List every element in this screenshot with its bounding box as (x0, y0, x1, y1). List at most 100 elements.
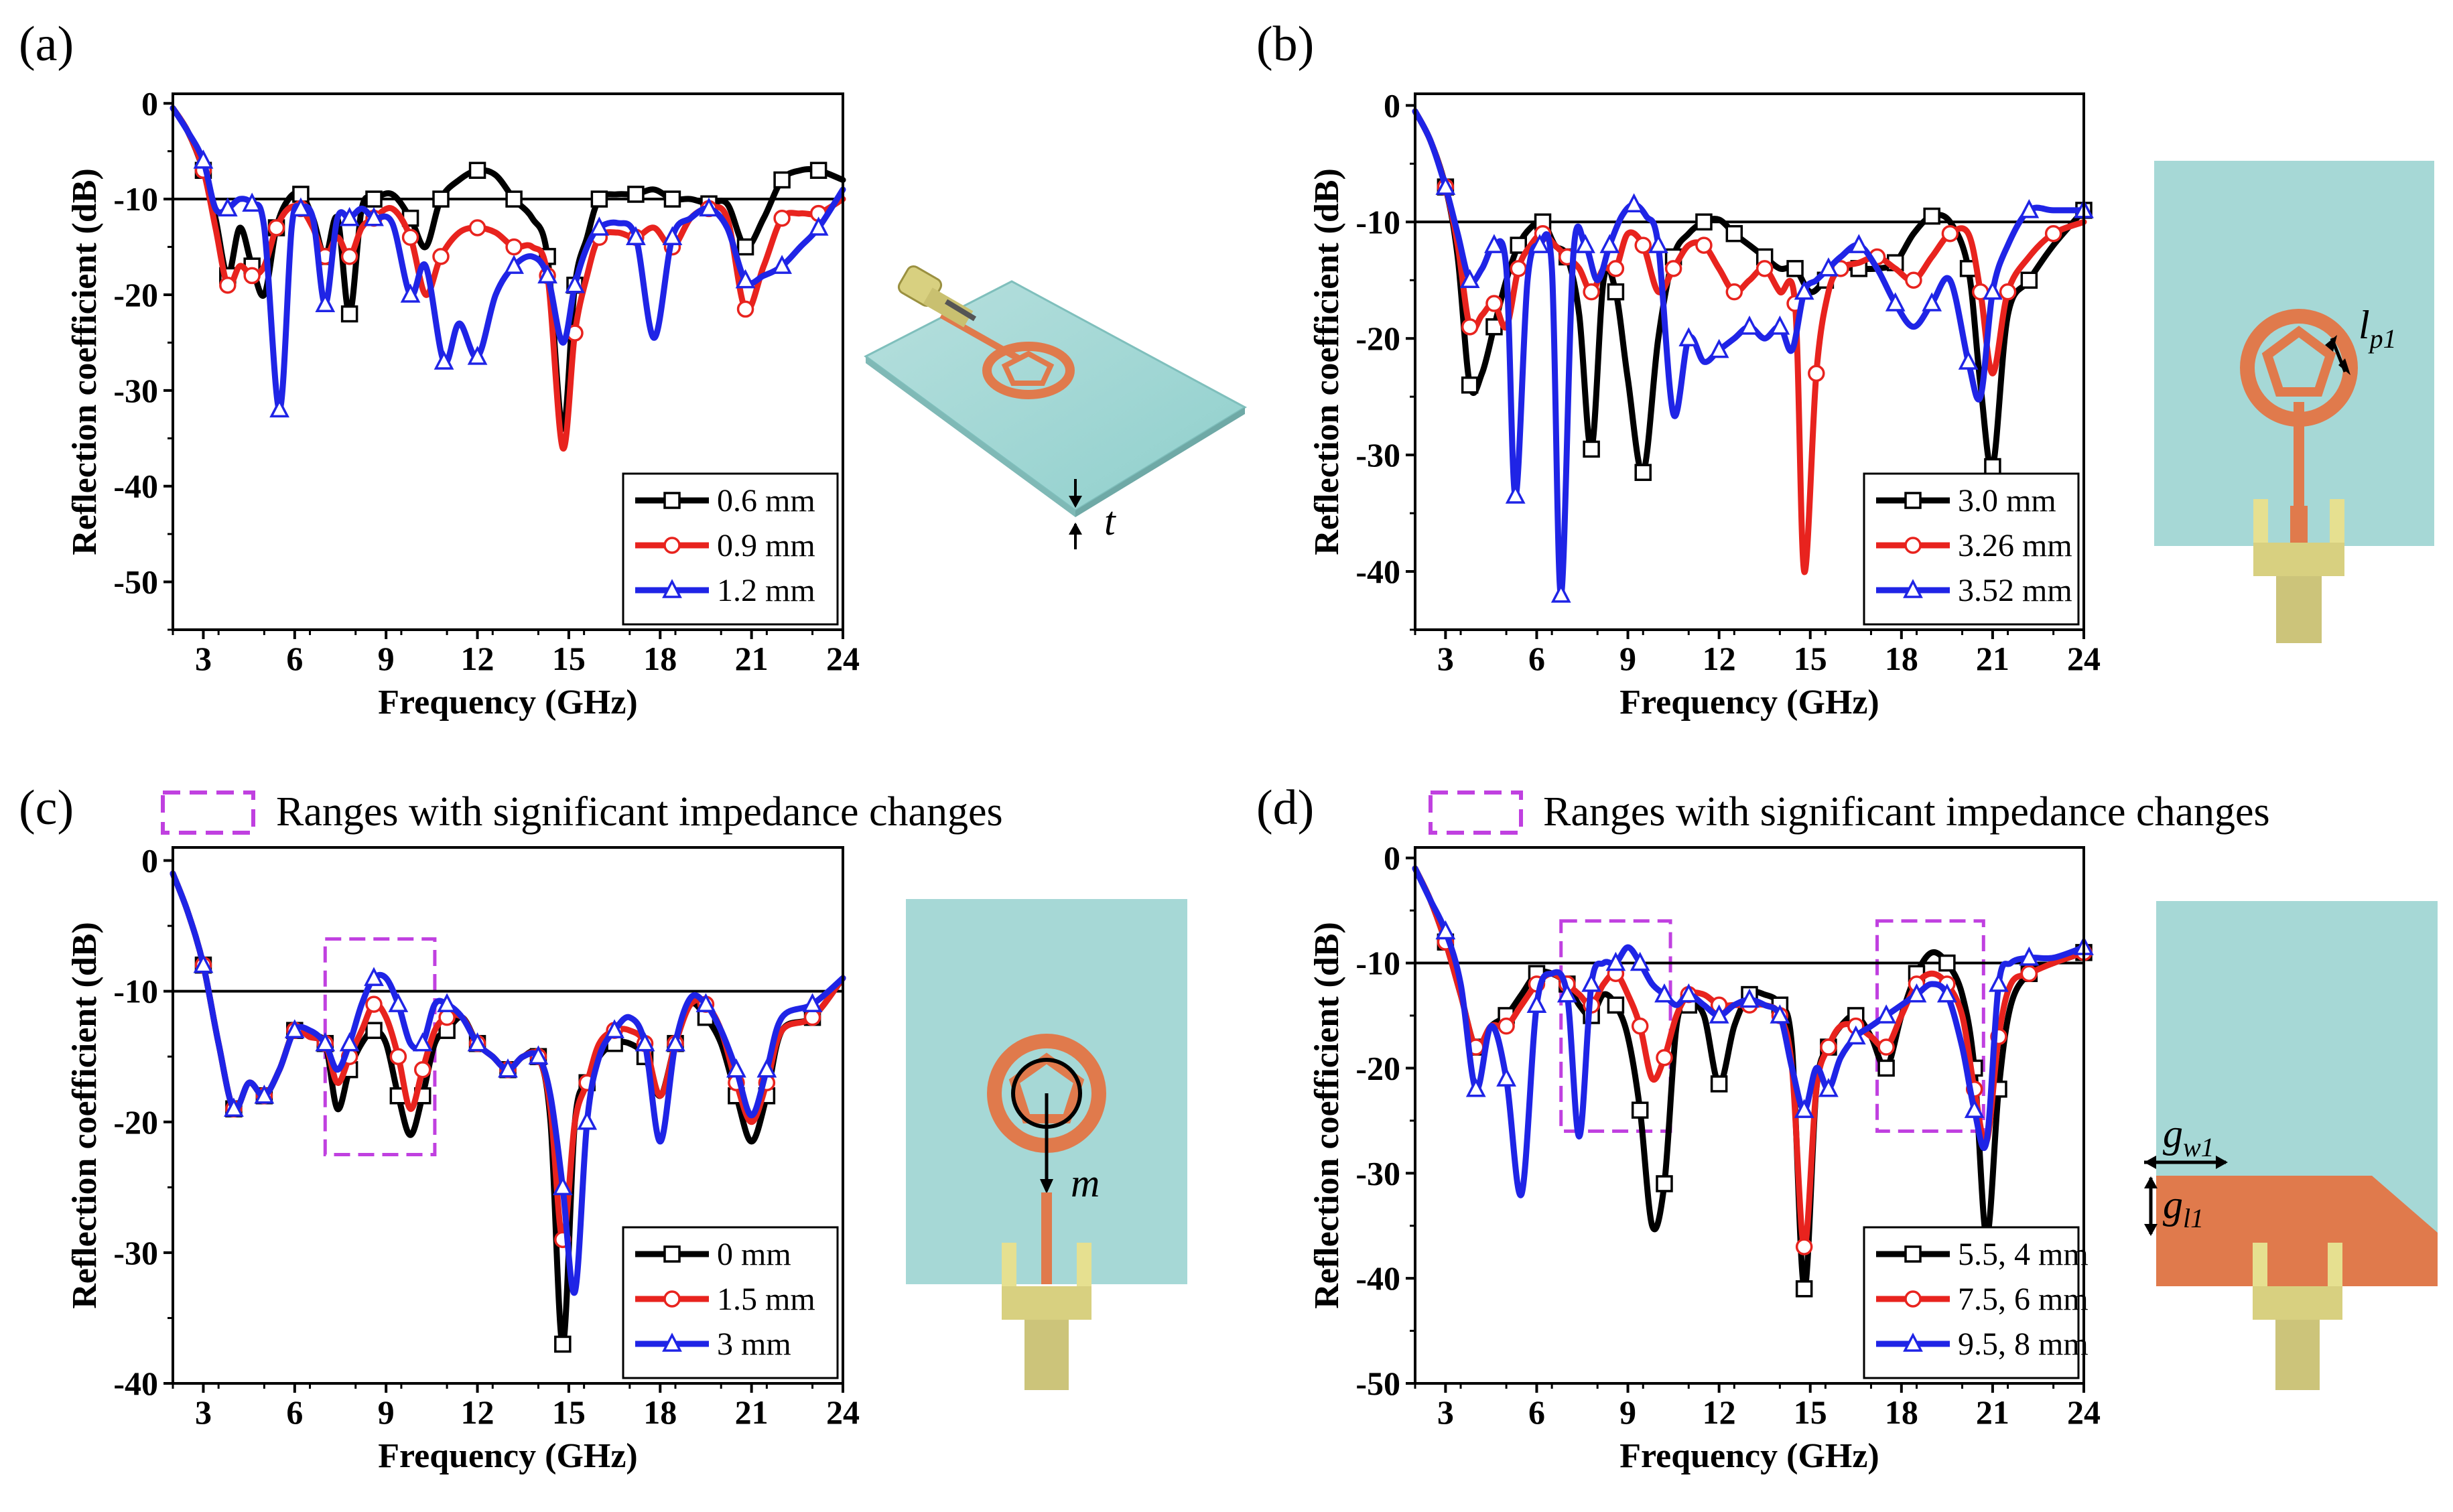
data-point (364, 206, 384, 226)
data-point (432, 190, 450, 208)
y-axis-title: Reflection coefficient (dB) (66, 922, 104, 1309)
data-point (1818, 257, 1839, 277)
data-point (565, 273, 585, 293)
y-tick-label: -30 (113, 1234, 158, 1272)
data-point (736, 300, 754, 318)
y-axis-title: Reflection coefficient (dB) (1308, 168, 1346, 555)
data-point (803, 1008, 821, 1026)
legend-label: 3 mm (717, 1326, 791, 1362)
x-tick-label: 12 (461, 1393, 494, 1431)
data-point (1631, 1017, 1649, 1035)
x-tick-label: 24 (2067, 640, 2101, 677)
data-point (1498, 1017, 1515, 1035)
antenna-front-inset-b: lp1 (2154, 161, 2434, 643)
data-point (1550, 583, 1571, 603)
data-point (267, 219, 285, 236)
data-point (627, 186, 645, 203)
data-point (1964, 1099, 1985, 1118)
x-tick-label: 15 (552, 1393, 586, 1431)
x-tick-label: 12 (1703, 1393, 1736, 1431)
data-point (1795, 1238, 1813, 1255)
data-point (1556, 983, 1577, 1003)
legend-marker (663, 537, 681, 554)
data-point (1941, 224, 1959, 243)
antenna-front-inset-c: m (906, 899, 1187, 1390)
legend-marker (663, 1245, 681, 1263)
ring-patch (982, 342, 1075, 399)
y-tick-label: 0 (141, 84, 158, 122)
lp1-label: lp1 (2359, 303, 2397, 354)
data-point (365, 995, 383, 1013)
data-point (802, 993, 823, 1012)
x-tick-label: 24 (826, 640, 860, 677)
data-point (432, 248, 450, 265)
data-point (1885, 292, 1906, 312)
y-tick-label: -40 (113, 468, 158, 505)
y-tick-label: -30 (113, 372, 158, 409)
y-tick-label: -20 (113, 276, 158, 314)
data-point (505, 238, 523, 256)
range-legend-c: Ranges with significant impedance change… (161, 789, 1003, 835)
data-point (1623, 193, 1644, 212)
chart-panel-b: 3 6 9 12 15 18 21 24 0 -10 -20 -30 -40 Frequency (GHz… (1308, 86, 2101, 721)
y-tick-label: -40 (1355, 553, 1400, 590)
y-tick-label: -20 (1355, 320, 1400, 357)
data-point (1739, 988, 1760, 1008)
data-point (243, 267, 261, 285)
data-point (1725, 224, 1743, 243)
data-point (1710, 1075, 1728, 1093)
panel-label-d: (d) (1256, 780, 1314, 835)
series-line-2 (170, 105, 846, 413)
data-point (388, 993, 409, 1012)
legend-marker (663, 492, 681, 509)
data-point (365, 190, 383, 208)
data-point (315, 1032, 336, 1052)
x-tick-label: 9 (378, 1393, 395, 1431)
data-point (193, 953, 214, 973)
x-tick-label: 21 (735, 640, 769, 677)
data-point (1607, 996, 1625, 1014)
gl1-main: g (2163, 1182, 2183, 1227)
panel-label-a: (a) (19, 17, 74, 72)
data-point (1510, 236, 1527, 254)
data-point (1958, 350, 1979, 370)
sma-connector (897, 265, 977, 328)
data-point (467, 346, 488, 365)
data-point (340, 305, 358, 323)
data-point (1656, 1048, 1673, 1067)
data-point (269, 398, 289, 418)
data-point (401, 228, 419, 247)
x-axis-title: Frequency (GHz) (378, 1437, 638, 1475)
data-point (726, 1058, 746, 1078)
x-tick-label: 21 (735, 1393, 769, 1431)
legend: 3.0 mm 3.26 mm 3.52 mm (1863, 472, 2080, 626)
substrate-edge (866, 356, 1075, 517)
measure-arrow-head (1040, 1179, 1053, 1194)
x-tick-label: 24 (2067, 1393, 2101, 1431)
data-point (254, 1084, 275, 1104)
sma-connector (1002, 1243, 1091, 1390)
thickness-arrows (1069, 479, 1082, 549)
data-point (1755, 260, 1774, 277)
series-2 (170, 870, 846, 1296)
legend-label: 3.52 mm (1958, 573, 2072, 608)
data-point (1936, 983, 1957, 1003)
legend: 0.6 mm 0.9 mm 1.2 mm (622, 472, 839, 626)
data-point (1435, 920, 1456, 940)
pentagon-patch (2261, 326, 2336, 397)
data-point (1461, 318, 1479, 336)
x-tick-label: 9 (1619, 1393, 1636, 1431)
data-point (1631, 1101, 1649, 1119)
highlight-range-0 (1559, 919, 1672, 1133)
data-point (604, 1019, 624, 1038)
legend-label: 9.5, 8 mm (1958, 1326, 2089, 1362)
data-point (339, 206, 360, 226)
highlight-range-1 (1875, 919, 1985, 1133)
data-point (340, 248, 358, 265)
data-point (468, 219, 486, 236)
data-point (365, 1022, 383, 1039)
data-point (1678, 327, 1699, 346)
legend: 0 mm 1.5 mm 3 mm (622, 1226, 839, 1379)
y-tick-label: -50 (113, 563, 158, 601)
